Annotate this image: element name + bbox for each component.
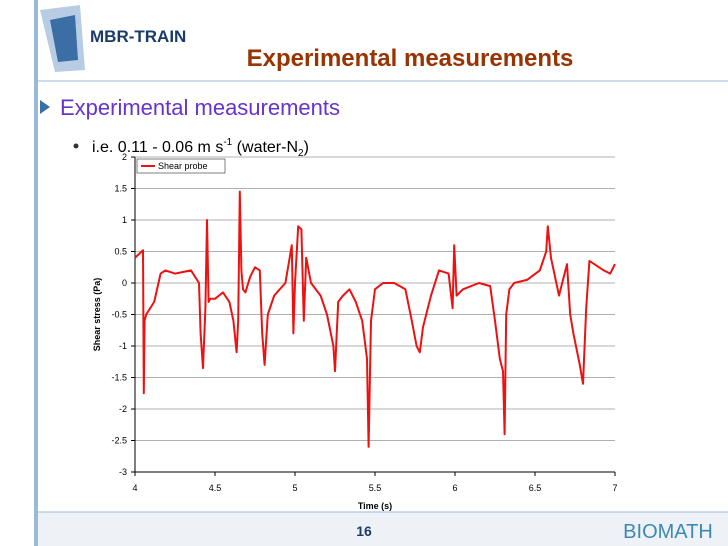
y-tick-label: 1.5 [114, 184, 127, 194]
x-axis-label: Time (s) [358, 501, 392, 511]
x-tick-label: 7 [612, 483, 617, 493]
series-line [134, 190, 616, 448]
x-tick-label: 4 [132, 483, 137, 493]
x-tick-label: 6 [452, 483, 457, 493]
bullet-icon [40, 100, 50, 114]
y-tick-label: -3 [119, 467, 127, 477]
bullet-main: Experimental measurements [60, 95, 340, 120]
sub-bullet-dot [73, 143, 79, 149]
x-tick-label: 4.5 [209, 483, 222, 493]
sub: 2 [298, 148, 304, 159]
side-bar [34, 0, 38, 546]
legend-label: Shear probe [158, 161, 208, 171]
chart: 2 1.5 1 0.5 0 -0.5 -1 -1.5 -2 -2.5 -3 4 4.5 5 5.5 6 6.5 7… [92, 152, 618, 511]
x-tick-label: 5 [292, 483, 297, 493]
y-tick-label: -1.5 [111, 373, 127, 383]
y-tick-label: 0.5 [114, 247, 127, 257]
text: ) [304, 139, 309, 156]
y-tick-label: 1 [122, 215, 127, 225]
page-number: 16 [356, 523, 372, 539]
y-tick-label: -2.5 [111, 436, 127, 446]
logo: MBR-TRAIN [90, 27, 186, 46]
y-axis-label: Shear stress (Pa) [92, 278, 102, 352]
y-tick-label: 0 [122, 278, 127, 288]
y-tick-label: -1 [119, 341, 127, 351]
text: i.e. 0.11 - 0.06 m s [92, 139, 223, 156]
slide-title: Experimental measurements [247, 45, 574, 72]
y-tick-label: -0.5 [111, 310, 127, 320]
legend-box [136, 158, 226, 174]
x-tick-label: 6.5 [529, 483, 542, 493]
y-tick-label: -2 [119, 404, 127, 414]
footer-logo: BIOMATH [623, 521, 713, 543]
sup: -1 [223, 137, 232, 148]
y-tick-label: 2 [122, 152, 127, 162]
footer-band [38, 512, 728, 546]
logo-icon [40, 5, 85, 72]
text: (water-N [232, 139, 298, 156]
bullet-sub: i.e. 0.11 - 0.06 m s-1 (water-N2) [92, 137, 309, 159]
x-tick-label: 5.5 [369, 483, 382, 493]
